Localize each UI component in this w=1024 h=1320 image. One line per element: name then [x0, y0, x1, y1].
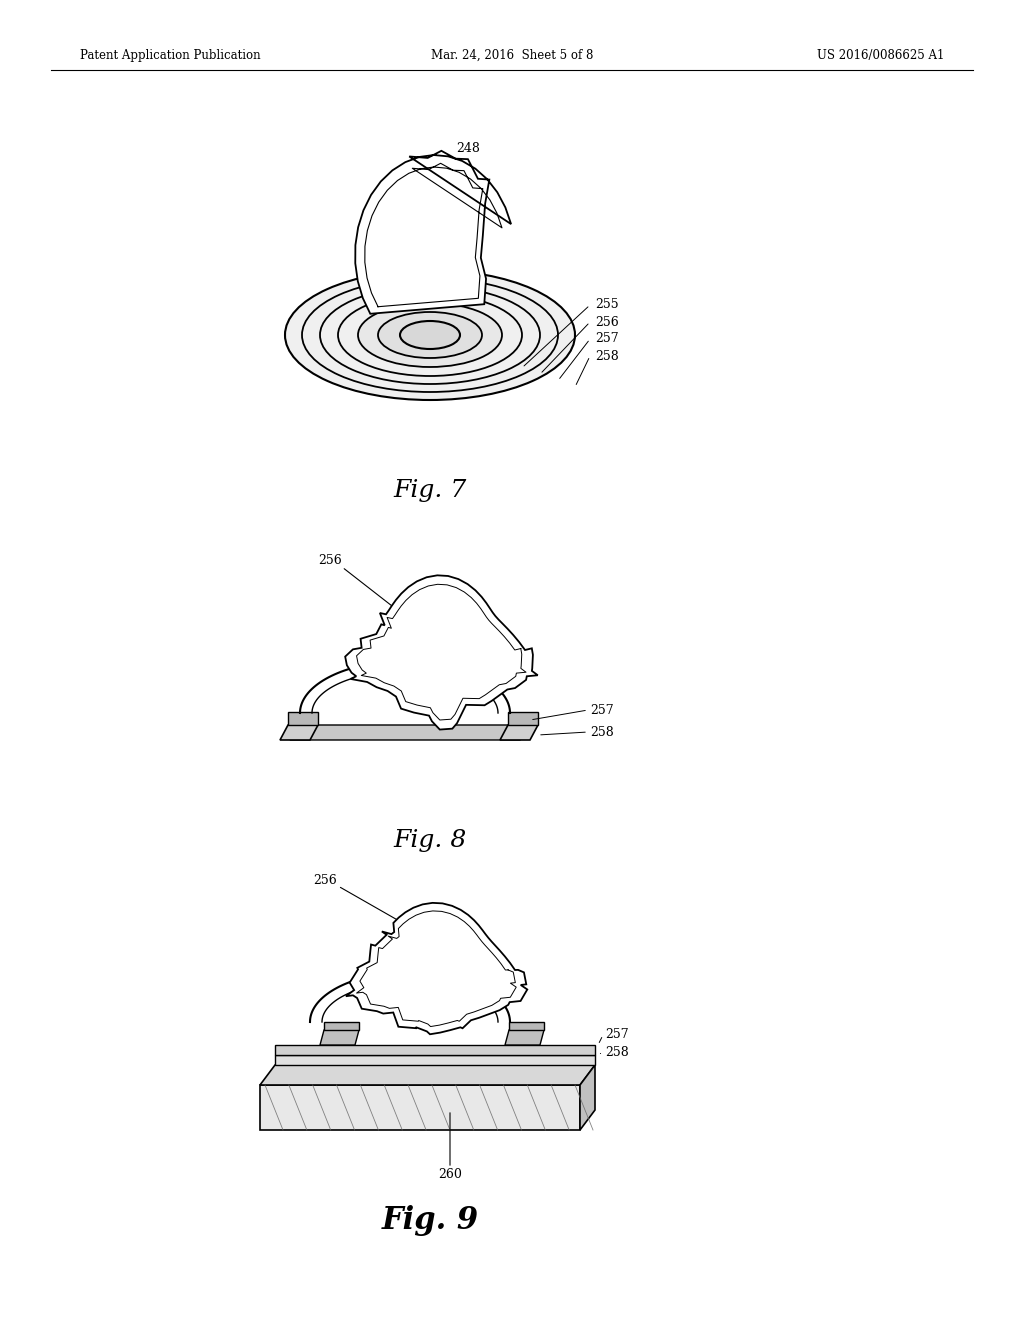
- Text: 256: 256: [313, 874, 337, 887]
- Polygon shape: [275, 1055, 595, 1065]
- Text: 257: 257: [605, 1028, 629, 1041]
- Polygon shape: [345, 576, 538, 730]
- Text: Patent Application Publication: Patent Application Publication: [80, 49, 261, 62]
- Polygon shape: [288, 711, 318, 725]
- Polygon shape: [324, 1022, 359, 1030]
- Text: US 2016/0086625 A1: US 2016/0086625 A1: [816, 49, 944, 62]
- Ellipse shape: [302, 279, 558, 392]
- Text: 256: 256: [595, 315, 618, 329]
- Ellipse shape: [378, 312, 482, 358]
- Polygon shape: [319, 1030, 359, 1045]
- Text: 258: 258: [605, 1045, 629, 1059]
- Polygon shape: [509, 1022, 544, 1030]
- Polygon shape: [505, 1030, 544, 1045]
- Text: Mar. 24, 2016  Sheet 5 of 8: Mar. 24, 2016 Sheet 5 of 8: [431, 49, 593, 62]
- Ellipse shape: [319, 286, 540, 384]
- Polygon shape: [500, 725, 538, 741]
- Polygon shape: [290, 725, 528, 741]
- Polygon shape: [280, 725, 318, 741]
- Text: 258: 258: [590, 726, 613, 738]
- Text: 248: 248: [456, 141, 480, 154]
- Polygon shape: [260, 1085, 580, 1130]
- Polygon shape: [275, 1045, 595, 1055]
- Text: Fig. 9: Fig. 9: [381, 1204, 478, 1236]
- Polygon shape: [508, 711, 538, 725]
- Ellipse shape: [285, 271, 575, 400]
- Polygon shape: [260, 1065, 595, 1085]
- Text: 255: 255: [595, 298, 618, 312]
- Text: 256: 256: [318, 553, 342, 566]
- Ellipse shape: [358, 304, 502, 367]
- Ellipse shape: [338, 294, 522, 376]
- Text: 257: 257: [590, 704, 613, 717]
- Text: 257: 257: [595, 333, 618, 346]
- Text: Fig. 8: Fig. 8: [393, 829, 467, 851]
- Polygon shape: [580, 1065, 595, 1130]
- Ellipse shape: [400, 321, 460, 348]
- Text: 260: 260: [438, 1168, 462, 1181]
- Text: Fig. 7: Fig. 7: [393, 479, 467, 502]
- Text: 258: 258: [595, 350, 618, 363]
- Polygon shape: [355, 150, 511, 314]
- Polygon shape: [346, 903, 527, 1035]
